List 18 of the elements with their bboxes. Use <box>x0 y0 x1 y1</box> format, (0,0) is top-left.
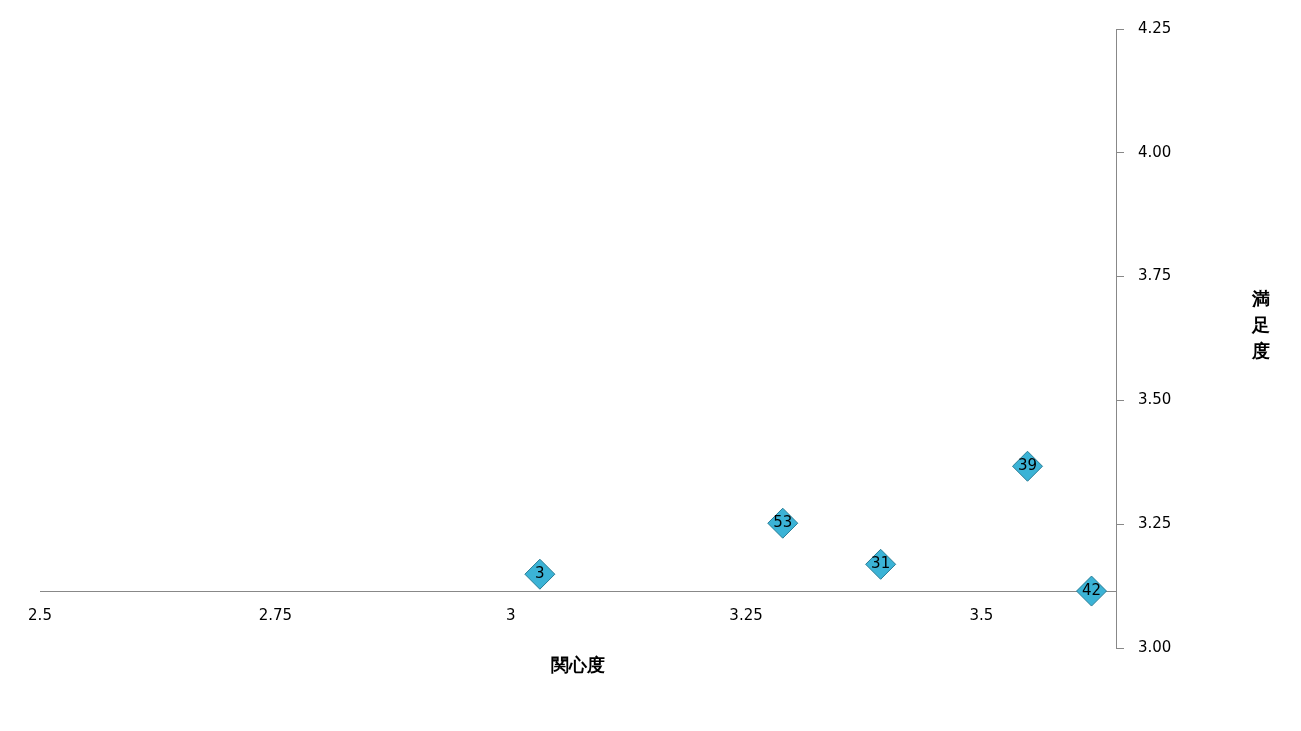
y-axis-title: 満足度 <box>1251 288 1270 362</box>
annotation: 3 <box>535 564 545 583</box>
annotation: 42 <box>1081 580 1102 599</box>
x-tick-label: 2.5 <box>28 605 52 624</box>
annotation: 53 <box>773 513 793 532</box>
annotation: 39 <box>1017 456 1038 475</box>
annotation: 31 <box>871 554 891 573</box>
y-tick-label: 4.00 <box>1138 142 1172 161</box>
y-tick-label: 3.00 <box>1138 637 1172 656</box>
x-tick-label: 3.25 <box>729 605 763 624</box>
x-tick-label: 3.5 <box>969 605 994 624</box>
y-tick-label: 3.50 <box>1138 390 1172 409</box>
x-tick-label: 2.75 <box>258 605 293 624</box>
y-tick-label: 3.75 <box>1138 266 1172 285</box>
y-tick-label: 4.25 <box>1138 18 1172 37</box>
x-tick-label: 3 <box>505 605 516 624</box>
x-axis-title: 関心度 <box>551 653 605 675</box>
y-tick-label: 3.25 <box>1138 514 1172 533</box>
